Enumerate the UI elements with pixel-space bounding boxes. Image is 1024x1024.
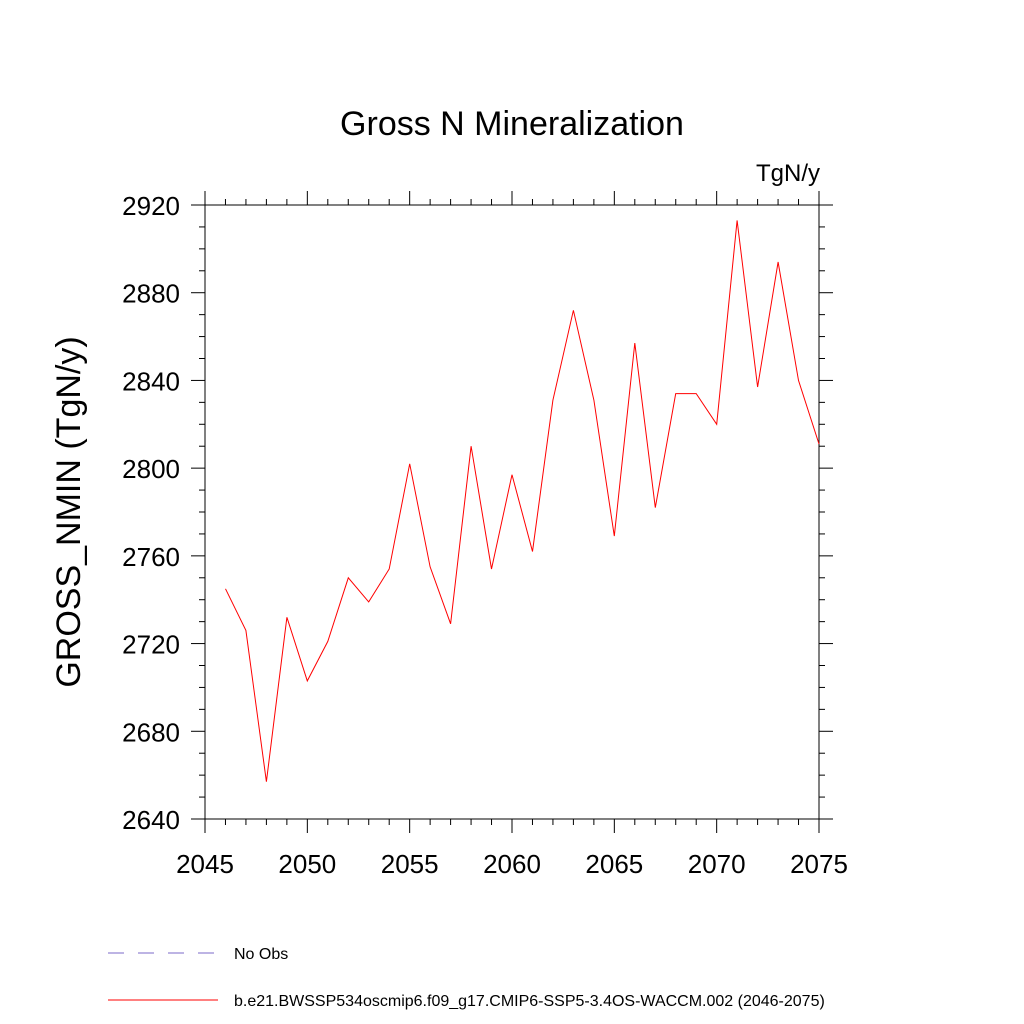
- legend-label: b.e21.BWSSP534oscmip6.f09_g17.CMIP6-SSP5…: [234, 993, 825, 1010]
- legend-label: No Obs: [234, 946, 288, 963]
- x-tick-label: 2055: [381, 849, 439, 879]
- y-axis-label: GROSS_NMIN (TgN/y): [50, 336, 88, 687]
- x-tick-label: 2070: [688, 849, 746, 879]
- y-tick-label: 2760: [122, 542, 180, 572]
- series-group: [225, 220, 820, 782]
- y-tick-label: 2880: [122, 279, 180, 309]
- x-tick-label: 2050: [278, 849, 336, 879]
- y-tick-label: 2920: [122, 191, 180, 221]
- y-tick-label: 2800: [122, 454, 180, 484]
- y-tick-label: 2680: [122, 717, 180, 747]
- x-tick-label: 2060: [483, 849, 541, 879]
- axis-ticks: 2045 2050 2055 2060 2065 2070 2075 2640 2680 2720…: [122, 191, 848, 879]
- legend: No Obs b.e21.BWSSP534oscmip6.f09_g17.CMIP…: [108, 946, 825, 1010]
- series-line: [225, 220, 820, 782]
- units-label: TgN/y: [756, 160, 820, 187]
- y-tick-label: 2720: [122, 630, 180, 660]
- x-tick-label: 2045: [176, 849, 234, 879]
- x-tick-label: 2065: [585, 849, 643, 879]
- x-tick-label: 2075: [790, 849, 848, 879]
- plot-frame: [204, 204, 820, 820]
- chart-title: Gross N Mineralization: [340, 105, 684, 143]
- y-tick-label: 2640: [122, 805, 180, 835]
- y-tick-label: 2840: [122, 366, 180, 396]
